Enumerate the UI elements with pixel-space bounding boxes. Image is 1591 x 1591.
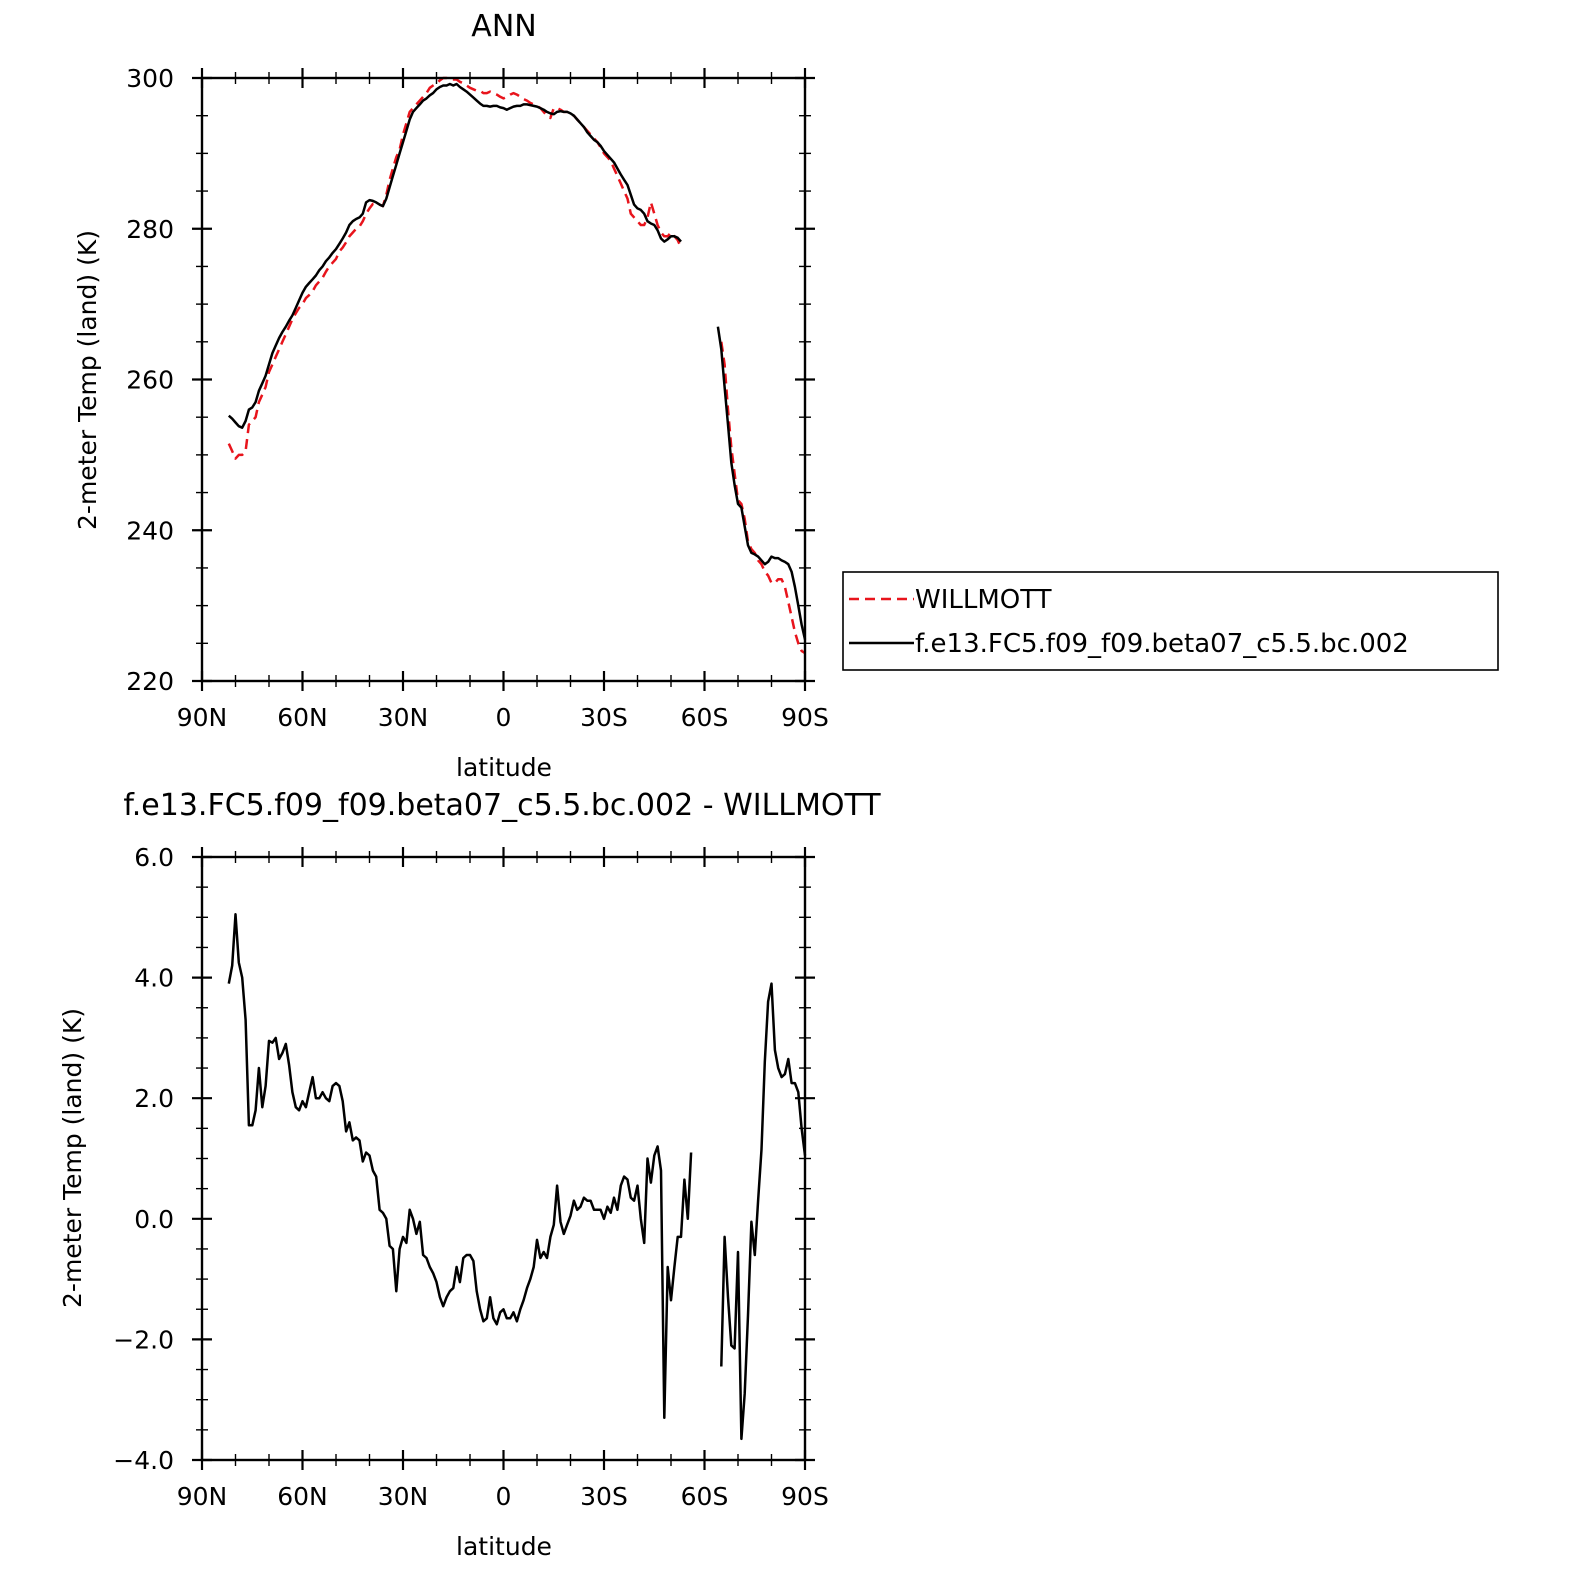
top-chart-plot-area bbox=[227, 76, 807, 655]
x-tick-label: 0 bbox=[496, 1482, 512, 1511]
x-tick-label: 90N bbox=[177, 703, 228, 732]
legend-label-model: f.e13.FC5.f09_f09.beta07_c5.5.bc.002 bbox=[915, 629, 1409, 659]
y-tick-label: 280 bbox=[126, 215, 174, 244]
top-chart-y-tick-labels: 220 240 260 280 300 bbox=[126, 64, 174, 696]
bottom-series-difference-segment-1 bbox=[720, 982, 807, 1441]
top-chart-frame bbox=[200, 76, 807, 683]
x-tick-label: 60S bbox=[681, 703, 729, 732]
y-tick-label: 260 bbox=[126, 366, 174, 395]
x-tick-label: 90S bbox=[781, 1482, 829, 1511]
bottom-chart-title: f.e13.FC5.f09_f09.beta07_c5.5.bc.002 - W… bbox=[123, 788, 881, 823]
x-tick-label: 0 bbox=[496, 703, 512, 732]
x-tick-label: 60N bbox=[277, 1482, 328, 1511]
bottom-chart-plot-area bbox=[227, 913, 807, 1441]
top-series-f-e13-fc5-f09-f09-beta07-c5-5-bc-002-segment-0 bbox=[227, 82, 682, 429]
x-tick-label: 90N bbox=[177, 1482, 228, 1511]
y-tick-label: 6.0 bbox=[134, 843, 174, 872]
y-tick-label: −2.0 bbox=[113, 1325, 174, 1354]
bottom-chart-x-axis-label: latitude bbox=[456, 1532, 552, 1561]
legend-label-willmott: WILLMOTT bbox=[915, 585, 1052, 615]
x-tick-label: 30N bbox=[378, 703, 429, 732]
bottom-chart-y-tick-labels: −4.0 −2.0 0.0 2.0 4.0 6.0 bbox=[113, 843, 174, 1475]
top-chart-y-axis-label: 2-meter Temp (land) (K) bbox=[73, 230, 102, 530]
bottom-chart-x-tick-labels: 90N 60N 30N 0 30S 60S 90S bbox=[177, 1482, 829, 1511]
top-chart-x-axis-label: latitude bbox=[456, 753, 552, 782]
legend-box bbox=[842, 571, 1499, 671]
bottom-chart-y-axis-label: 2-meter Temp (land) (K) bbox=[58, 1008, 87, 1308]
bottom-series-difference-segment-0 bbox=[227, 913, 693, 1420]
y-tick-label: 300 bbox=[126, 64, 174, 93]
bottom-chart-frame bbox=[200, 855, 807, 1462]
legend: WILLMOTT f.e13.FC5.f09_f09.beta07_c5.5.b… bbox=[842, 571, 1499, 671]
y-tick-label: 4.0 bbox=[134, 964, 174, 993]
top-series-willmott-segment-1 bbox=[720, 341, 806, 655]
y-tick-label: 0.0 bbox=[134, 1205, 174, 1234]
x-tick-label: 30N bbox=[378, 1482, 429, 1511]
x-tick-label: 30S bbox=[580, 703, 628, 732]
y-tick-label: −4.0 bbox=[113, 1446, 174, 1475]
y-tick-label: 2.0 bbox=[134, 1084, 174, 1113]
top-series-willmott-segment-0 bbox=[227, 76, 683, 460]
bottom-chart-panel: f.e13.FC5.f09_f09.beta07_c5.5.bc.002 - W… bbox=[58, 788, 881, 1561]
x-tick-label: 30S bbox=[580, 1482, 628, 1511]
x-tick-label: 60N bbox=[277, 703, 328, 732]
y-tick-label: 220 bbox=[126, 667, 174, 696]
top-chart-x-tick-labels: 90N 60N 30N 0 30S 60S 90S bbox=[177, 703, 829, 732]
top-chart-title: ANN bbox=[471, 9, 536, 44]
x-tick-label: 60S bbox=[681, 1482, 729, 1511]
x-tick-label: 90S bbox=[781, 703, 829, 732]
top-series-f-e13-fc5-f09-f09-beta07-c5-5-bc-002-segment-1 bbox=[716, 326, 807, 640]
y-tick-label: 240 bbox=[126, 516, 174, 545]
